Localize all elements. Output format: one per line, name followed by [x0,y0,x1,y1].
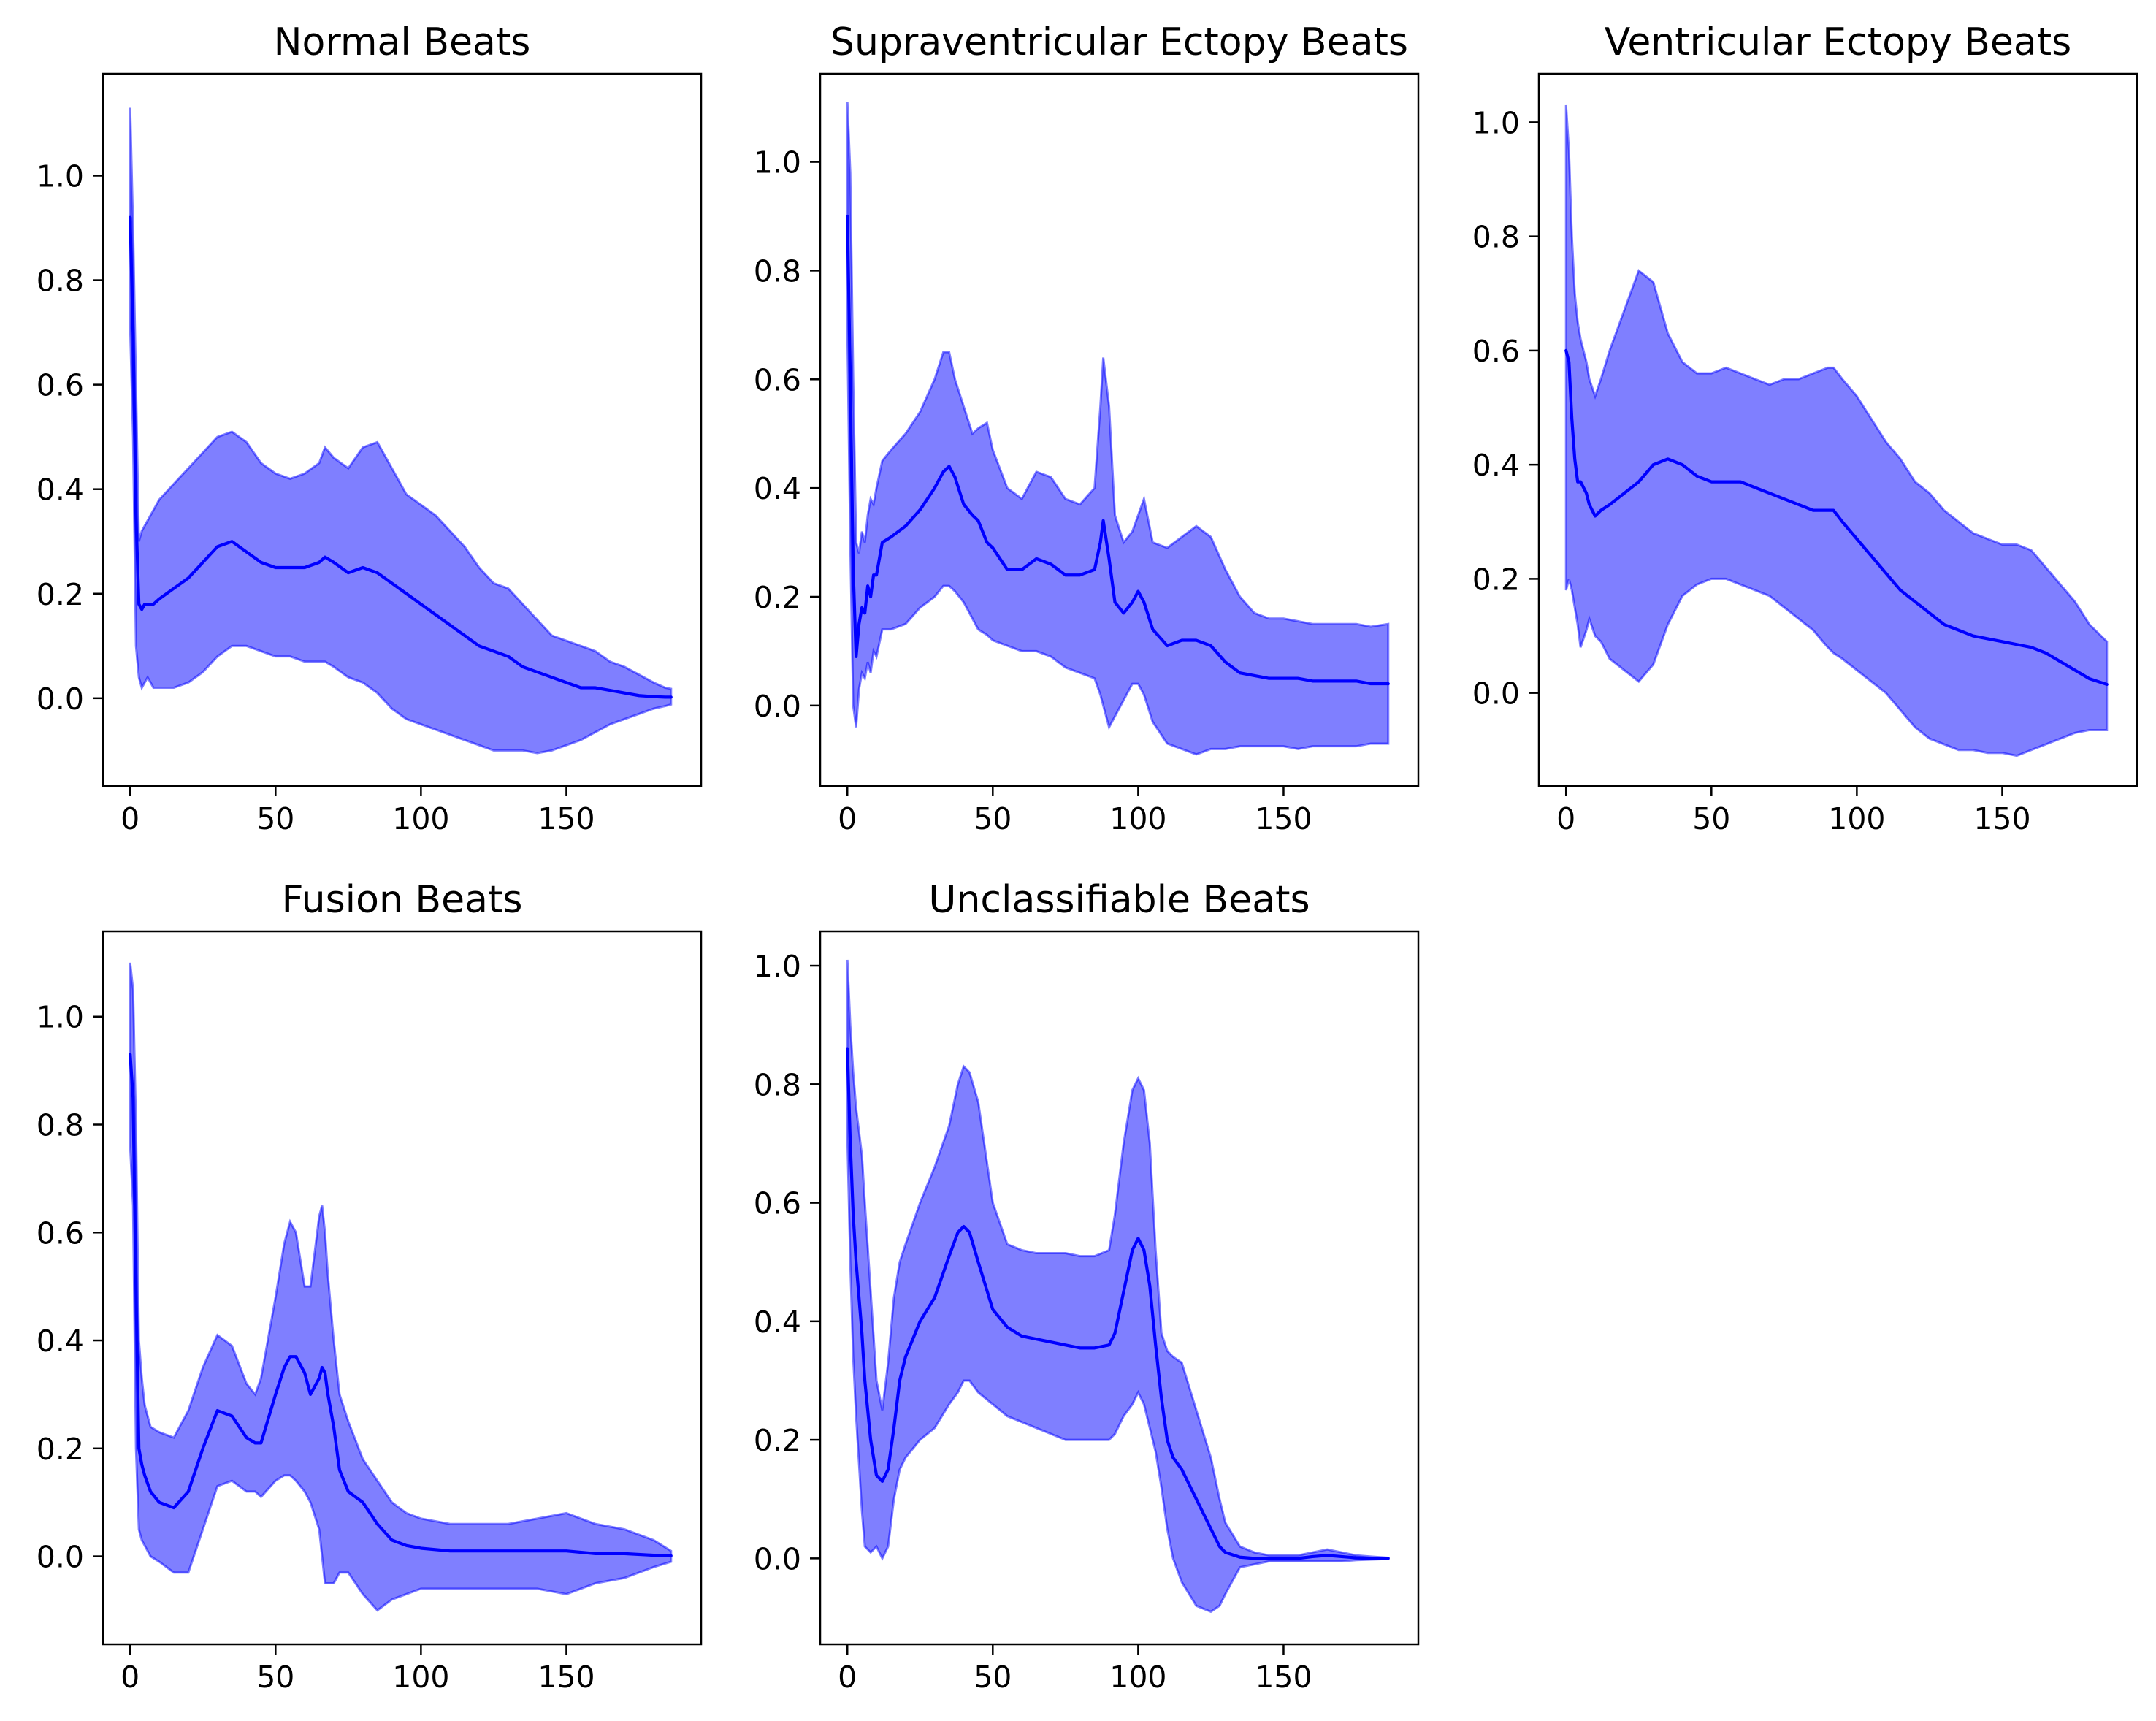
subplot-title: Unclassifiable Beats [928,878,1310,922]
y-tick-label: 0.4 [37,1324,84,1359]
x-tick-label: 150 [1973,801,2030,836]
subplot-1: 0 50 100 150 0.0 0.2 0.4 0.6 0.8 1.0 Normal Beats [37,20,703,836]
y-tick-label: 0.2 [37,577,84,612]
y-tick-label: 1.0 [37,159,84,194]
std-band [846,102,1390,756]
y-tick-label: 0.2 [1472,562,1520,597]
y-tick-label: 0.2 [37,1432,84,1467]
y-tick-label: 1.0 [1472,105,1520,140]
y-tick-label: 0.6 [754,362,801,397]
mean-line [846,214,1390,686]
mean-line [129,215,673,699]
x-tick-label: 100 [1109,801,1166,836]
axes-frame [102,930,703,1646]
x-tick-label: 0 [121,1660,139,1695]
y-tick-label: 0.6 [37,1216,84,1251]
y-tick-label: 0.4 [754,1305,801,1340]
x-tick-label: 50 [974,801,1012,836]
y-tick-label: 0.4 [1472,448,1520,483]
x-tick-label: 100 [392,1660,449,1695]
x-tick-label: 50 [256,801,294,836]
x-tick-label: 0 [1556,801,1575,836]
y-tick-label: 0.8 [754,253,801,289]
y-tick-label: 1.0 [754,145,801,180]
y-tick-label: 1.0 [37,1000,84,1035]
subplot-title: Ventricular Ectopy Beats [1605,20,2071,64]
axes-frame [1537,72,2138,787]
y-tick-label: 0.0 [1472,676,1520,711]
axes-frame [102,72,703,787]
mean-line [129,1053,673,1557]
y-tick-label: 0.4 [37,473,84,508]
x-tick-label: 150 [538,801,595,836]
y-tick-label: 0.8 [754,1067,801,1102]
y-tick-label: 0.2 [754,1423,801,1458]
x-tick-label: 150 [1255,1660,1312,1695]
std-band [129,107,673,755]
y-tick-label: 1.0 [754,949,801,984]
x-tick-label: 0 [838,801,857,836]
std-band [129,962,673,1612]
x-tick-label: 100 [1109,1660,1166,1695]
y-tick-label: 0.6 [754,1186,801,1221]
subplot-4: 0 50 100 150 0.0 0.2 0.4 0.6 0.8 1.0 Fusion Beats [37,878,703,1695]
y-tick-label: 0.0 [37,1540,84,1575]
subplot-title: Normal Beats [274,20,531,64]
x-tick-label: 0 [121,801,139,836]
y-tick-label: 0.8 [1472,220,1520,255]
y-tick-label: 0.6 [37,368,84,403]
x-tick-label: 150 [538,1660,595,1695]
x-tick-label: 150 [1255,801,1312,836]
mean-line [846,1047,1390,1560]
y-tick-label: 0.0 [37,682,84,717]
subplot-3: 0 50 100 150 0.0 0.2 0.4 0.6 0.8 1.0 Ventricular E… [1472,20,2138,836]
axes-frame [819,930,1420,1646]
subplot-5: 0 50 100 150 0.0 0.2 0.4 0.6 0.8 1.0 Unclassifiabl… [754,878,1420,1695]
x-tick-label: 0 [838,1660,857,1695]
subplot-2: 0 50 100 150 0.0 0.2 0.4 0.6 0.8 1.0 Supraventricu… [754,20,1420,836]
x-tick-label: 50 [1692,801,1730,836]
x-tick-label: 50 [974,1660,1012,1695]
y-tick-label: 0.2 [754,580,801,615]
subplot-title: Fusion Beats [282,878,523,922]
x-tick-label: 50 [256,1660,294,1695]
y-tick-label: 0.8 [37,1108,84,1143]
mean-line [1564,348,2109,687]
y-tick-label: 0.8 [37,264,84,299]
y-tick-label: 0.0 [754,1541,801,1576]
std-band [1564,104,2109,758]
x-tick-label: 100 [392,801,449,836]
axes-frame [819,72,1420,787]
y-tick-label: 0.0 [754,689,801,724]
x-tick-label: 100 [1828,801,1885,836]
subplot-title: Supraventricular Ectopy Beats [830,20,1408,64]
y-tick-label: 0.6 [1472,334,1520,369]
y-tick-label: 0.4 [754,471,801,506]
